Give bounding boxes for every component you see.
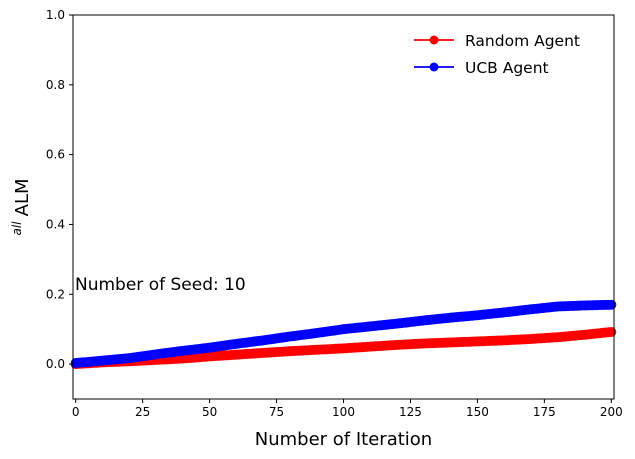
x-axis: 0 25 50 75 100 125 150 175 200: [72, 399, 623, 419]
series-ucb-agent: [70, 299, 617, 369]
x-tick-label: 100: [332, 405, 355, 419]
legend-item: Random Agent: [414, 32, 580, 50]
series-marker: [606, 326, 617, 337]
x-tick-label: 75: [269, 405, 284, 419]
y-axis: 0.0 0.2 0.4 0.6 0.8 1.0: [46, 8, 73, 371]
x-tick-label: 25: [135, 405, 150, 419]
y-tick-label: 0.6: [46, 148, 65, 162]
y-tick-label: 0.0: [46, 357, 65, 371]
y-axis-title-main: ALM: [12, 179, 33, 217]
x-tick-label: 200: [600, 405, 623, 419]
series-marker: [606, 299, 617, 310]
x-tick-label: 0: [72, 405, 80, 419]
legend-marker: [429, 35, 439, 45]
x-tick-label: 125: [399, 405, 422, 419]
y-tick-label: 0.8: [46, 78, 65, 92]
y-tick-label: 0.2: [46, 287, 65, 301]
legend-item: UCB Agent: [414, 59, 549, 77]
x-tick-label: 175: [533, 405, 556, 419]
y-axis-title-superscript: all: [10, 221, 24, 236]
legend-label: UCB Agent: [465, 59, 549, 77]
seed-annotation: Number of Seed: 10: [75, 275, 246, 295]
legend: Random Agent UCB Agent: [414, 32, 580, 77]
legend-marker: [429, 62, 439, 72]
y-axis-title: all ALM: [6, 179, 33, 236]
x-tick-label: 150: [466, 405, 489, 419]
plot-series: [70, 299, 617, 370]
x-axis-title: Number of Iteration: [255, 429, 432, 450]
y-tick-label: 1.0: [46, 8, 65, 22]
y-tick-label: 0.4: [46, 217, 65, 231]
x-tick-label: 50: [202, 405, 217, 419]
legend-label: Random Agent: [465, 32, 580, 50]
